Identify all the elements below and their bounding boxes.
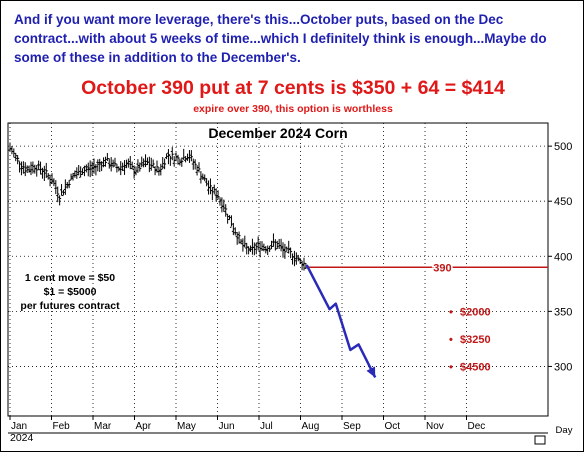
month-label: May [177, 421, 196, 432]
chart-title: December 2024 Corn [208, 125, 347, 141]
year-label: 2024 [10, 432, 34, 444]
profit-label: $3250 [460, 334, 491, 346]
projection-line [305, 264, 377, 379]
month-label: Dec [468, 421, 486, 432]
projection-arrowhead [366, 366, 376, 378]
month-label: Apr [136, 421, 152, 432]
profit-label-bullet: • [449, 334, 453, 346]
month-label: Oct [385, 421, 401, 432]
month-label: Jun [219, 421, 235, 432]
headline: October 390 put at 7 cents is $350 + 64 … [81, 77, 505, 99]
month-label: Jul [260, 421, 273, 432]
month-label: Nov [426, 421, 444, 432]
month-label: Aug [302, 421, 320, 432]
day-label: Day [556, 425, 573, 436]
month-label: Feb [53, 421, 71, 432]
y-tick-label: 400 [554, 251, 572, 263]
y-tick-label: 500 [554, 141, 572, 153]
strike-label: 390 [433, 262, 451, 274]
month-label: Jan [11, 421, 27, 432]
contract-note: $1 = $5000 [44, 286, 97, 298]
contract-note: per futures contract [20, 300, 120, 312]
month-label: Mar [94, 421, 112, 432]
scroll-box [534, 435, 546, 445]
subline: expire over 390, this option is worthles… [193, 103, 393, 115]
y-tick-label: 450 [554, 196, 572, 208]
contract-note: 1 cent move = $50 [25, 272, 115, 284]
y-tick-label: 350 [554, 306, 572, 318]
profit-label: $2000 [460, 306, 491, 318]
month-label: Sep [343, 421, 361, 432]
profit-label-bullet: • [449, 361, 453, 373]
intro-text: And if you want more leverage, there's t… [14, 12, 547, 65]
profit-label: $4500 [460, 361, 491, 373]
y-tick-label: 300 [554, 361, 572, 373]
profit-label-bullet: • [449, 306, 453, 318]
